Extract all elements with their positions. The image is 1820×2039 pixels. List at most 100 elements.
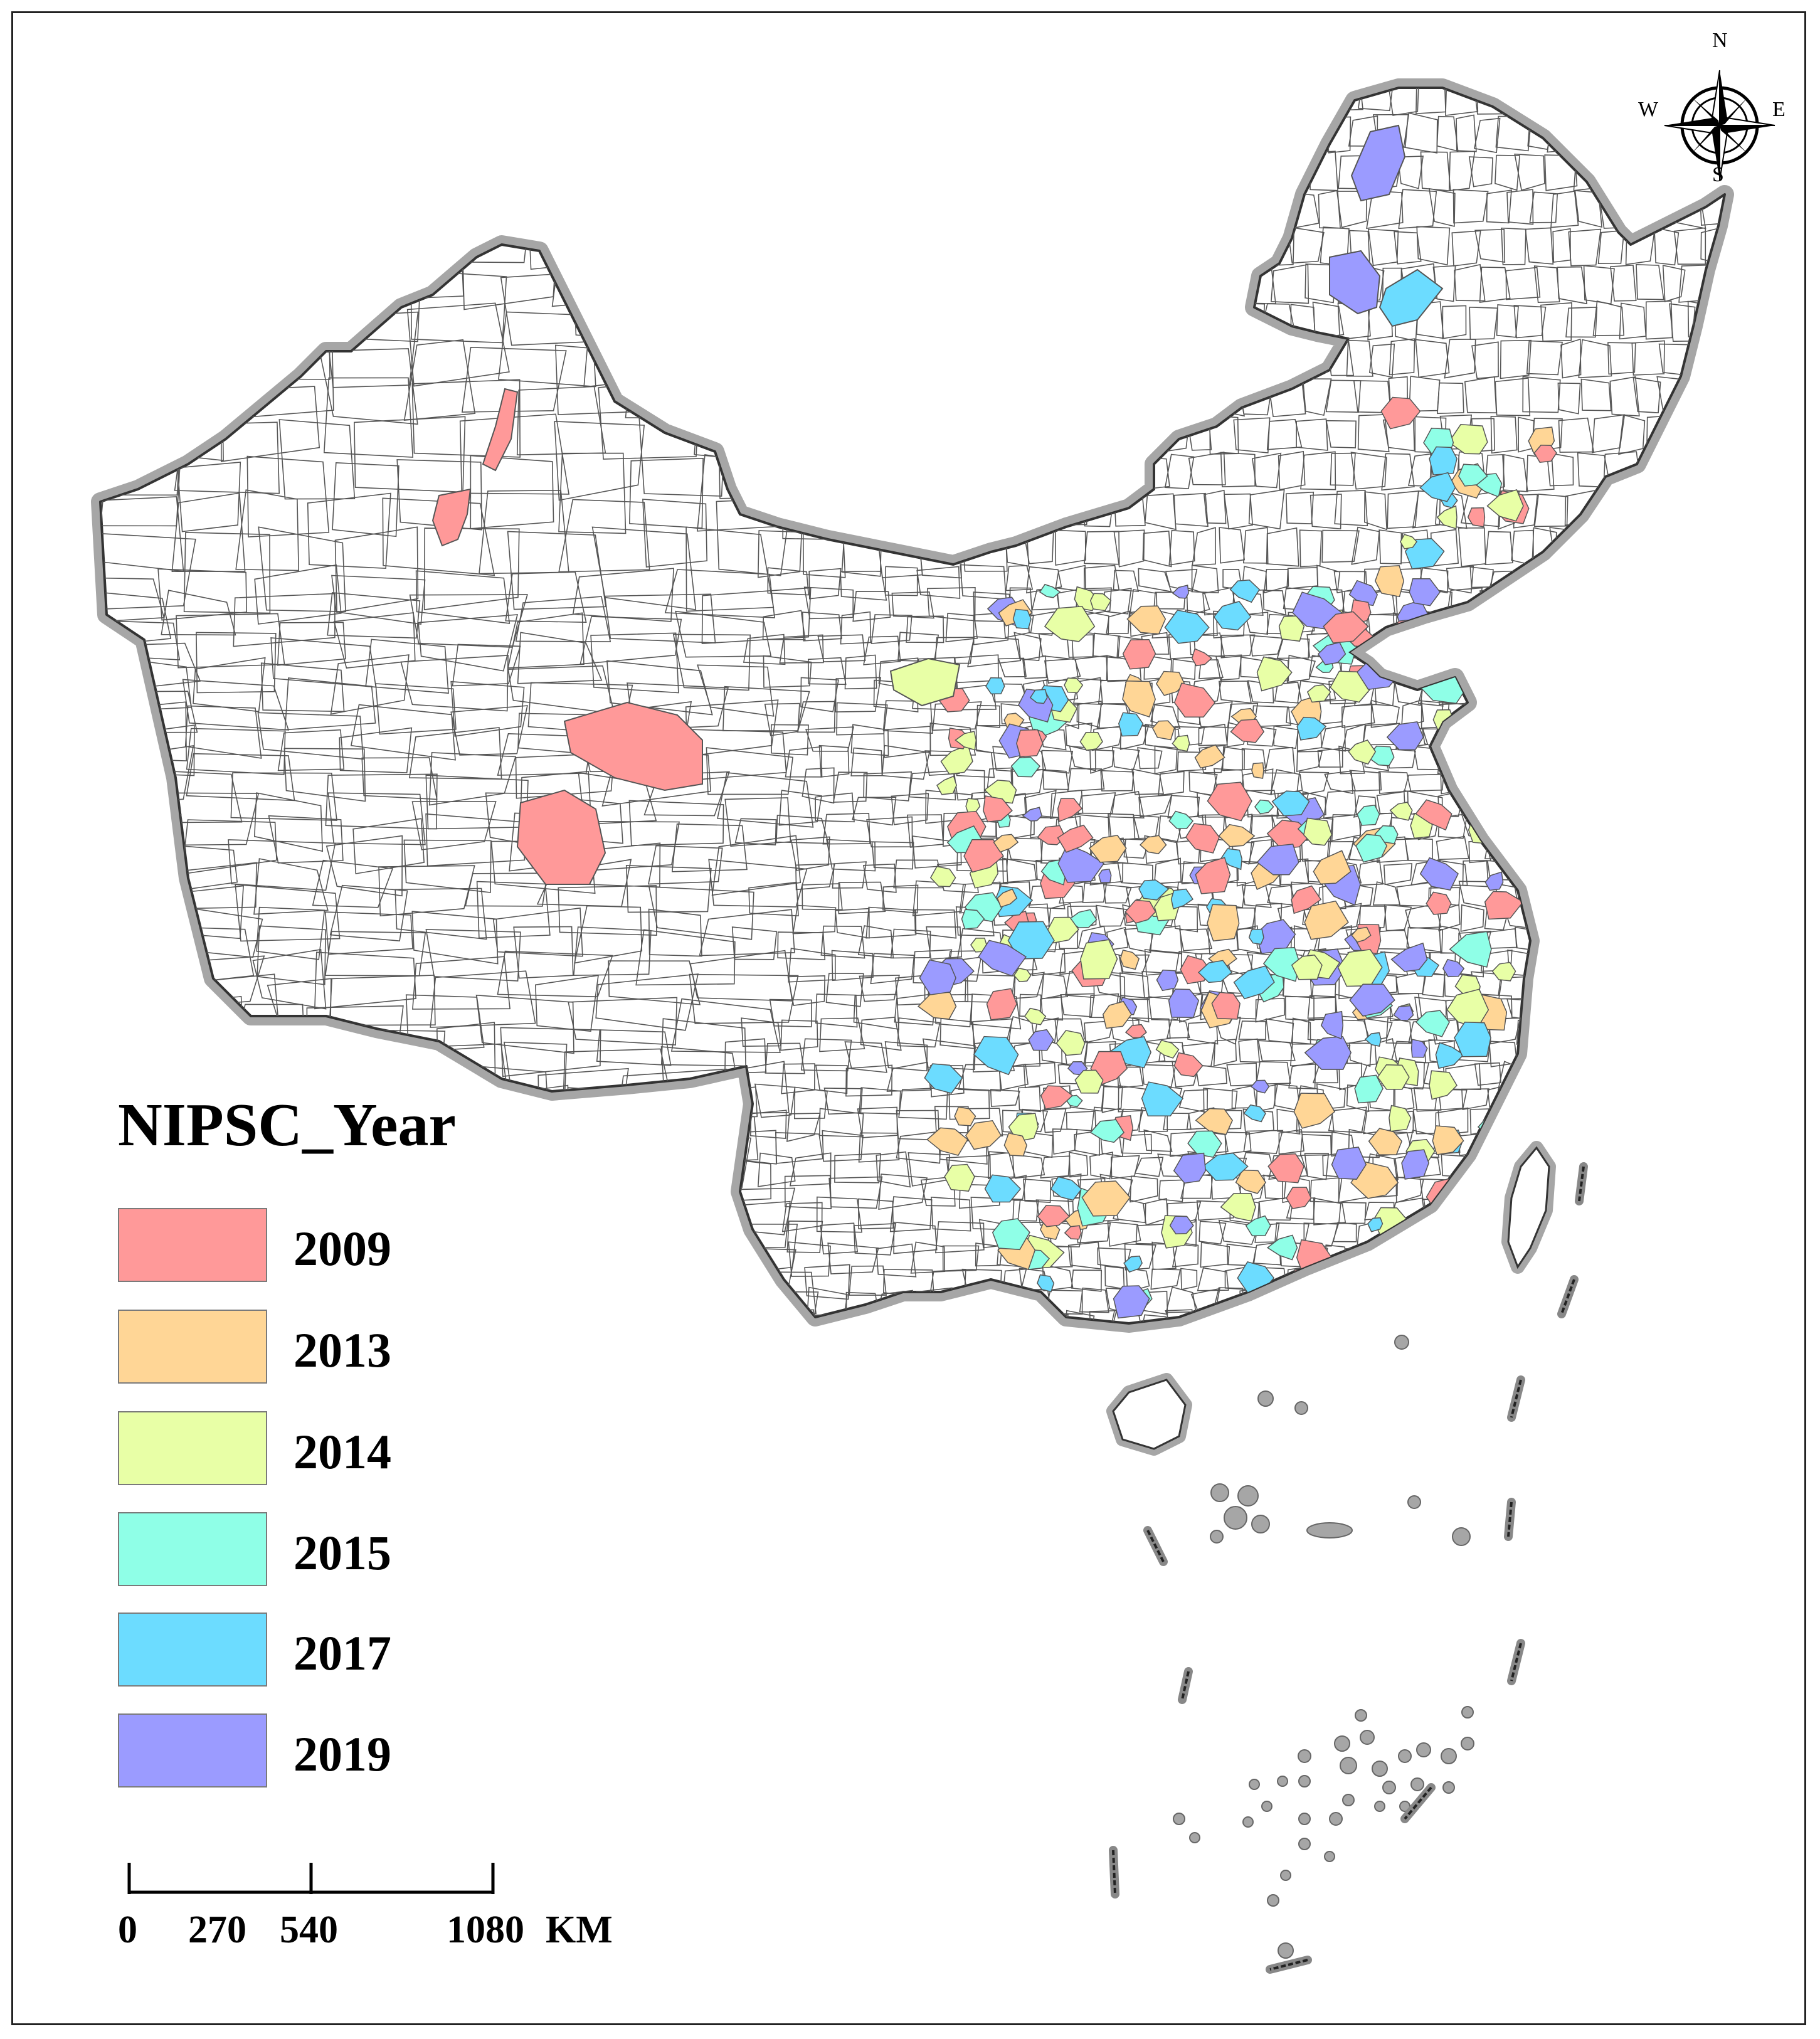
nipsc-county xyxy=(1173,682,1216,718)
nipsc-county xyxy=(1402,1247,1437,1276)
nipsc-county xyxy=(1088,834,1127,863)
nipsc-county xyxy=(1057,844,1105,883)
nipsc-county xyxy=(1496,1271,1516,1289)
nipsc-county xyxy=(1057,824,1094,853)
nipsc-county xyxy=(1037,1205,1071,1227)
legend-label: 2015 xyxy=(294,1525,391,1580)
nipsc-county xyxy=(1081,1180,1131,1217)
legend-swatch xyxy=(118,1310,267,1384)
nipsc-county xyxy=(1429,446,1458,475)
nipsc-county xyxy=(1313,850,1352,885)
scale-tick-label: 0 xyxy=(118,1909,137,1951)
nipsc-county xyxy=(1195,857,1231,894)
nipsc-county xyxy=(1348,739,1377,765)
nipsc-county xyxy=(1271,790,1310,817)
nipsc-county xyxy=(992,1218,1030,1251)
nipsc-county xyxy=(1156,969,1179,992)
legend-swatch xyxy=(118,1208,267,1282)
nipsc-county xyxy=(961,909,985,930)
nipsc-county xyxy=(1057,798,1083,822)
nipsc-county xyxy=(1055,1030,1086,1056)
legend-title: NIPSC_Year xyxy=(118,1091,456,1159)
nipsc-county xyxy=(1194,744,1225,769)
nipsc-county xyxy=(1401,1149,1429,1180)
nipsc-county xyxy=(1399,1246,1417,1263)
nipsc-county xyxy=(1426,891,1452,915)
compass-s-label: S xyxy=(1712,163,1724,186)
nipsc-county xyxy=(1379,649,1408,670)
nipsc-county xyxy=(1207,904,1240,942)
nipsc-county xyxy=(926,1127,968,1156)
nipsc-county xyxy=(1168,810,1194,829)
nipsc-county xyxy=(1409,578,1441,606)
nipsc-county xyxy=(929,866,956,887)
nipsc-county xyxy=(1243,1104,1266,1123)
nipsc-county xyxy=(1472,1201,1492,1219)
nipsc-county xyxy=(1421,1227,1452,1263)
nipsc-county xyxy=(1098,868,1112,883)
nipsc-county xyxy=(1286,1187,1312,1209)
map-frame xyxy=(11,11,1806,2025)
nipsc-county xyxy=(1420,1214,1456,1237)
nipsc-county xyxy=(1486,489,1524,522)
nipsc-county xyxy=(1123,1255,1143,1273)
nipsc-county xyxy=(1355,834,1388,863)
legend-swatch xyxy=(118,1512,267,1586)
scale-unit-label: KM xyxy=(546,1909,613,1951)
nipsc-county xyxy=(1436,505,1458,530)
nipsc-county xyxy=(1151,720,1175,741)
nipsc-county xyxy=(1064,1225,1082,1240)
nipsc-county xyxy=(1442,958,1465,978)
legend-item-2019: 2019 xyxy=(118,1713,469,1790)
nipsc-county xyxy=(1442,1242,1464,1264)
nipsc-county xyxy=(1187,1130,1222,1158)
nipsc-county xyxy=(1007,921,1055,960)
nipsc-county xyxy=(1013,967,1032,982)
compass-n-label: N xyxy=(1712,29,1728,52)
nipsc-county xyxy=(1419,472,1456,502)
region-2009-xinjiang-2 xyxy=(482,388,519,472)
nipsc-county xyxy=(1172,585,1189,599)
legend-label: 2013 xyxy=(294,1323,391,1377)
scale-tick-label: 1080 xyxy=(447,1909,524,1951)
legend-item-2014: 2014 xyxy=(118,1411,469,1488)
nipsc-county xyxy=(1267,1153,1304,1184)
nipsc-county xyxy=(1533,445,1557,463)
nipsc-county xyxy=(1349,983,1395,1017)
nipsc-county xyxy=(1124,899,1156,924)
nipsc-county xyxy=(1435,1042,1464,1069)
nine-dash-line-core xyxy=(1112,1166,1585,1971)
legend-item-2009: 2009 xyxy=(118,1208,469,1284)
scale-tick-label: 270 xyxy=(188,1909,246,1951)
nipsc-county xyxy=(1195,1108,1233,1135)
nipsc-county xyxy=(1304,1035,1352,1070)
nipsc-county xyxy=(1350,1161,1399,1199)
hainan xyxy=(1112,1379,1187,1450)
legend-swatch xyxy=(118,1713,267,1787)
nipsc-county xyxy=(1172,734,1190,752)
nipsc-county xyxy=(983,795,1013,823)
nipsc-county xyxy=(1040,1085,1074,1110)
nipsc-county xyxy=(1080,939,1118,980)
nipsc-county xyxy=(1454,1021,1491,1057)
nipsc-county xyxy=(1003,1132,1028,1157)
nipsc-county xyxy=(1389,802,1413,821)
nipsc-county xyxy=(1467,507,1486,527)
nipsc-county xyxy=(1233,965,1275,1000)
nipsc-county xyxy=(1306,684,1331,703)
nipsc-county xyxy=(1484,891,1524,920)
nipsc-county xyxy=(1458,463,1488,487)
nipsc-county xyxy=(1248,928,1264,945)
nipsc-county xyxy=(1010,756,1040,778)
taiwan xyxy=(1507,1146,1550,1269)
legend-swatch xyxy=(118,1411,267,1485)
nipsc-county xyxy=(1458,633,1479,658)
nipsc-county xyxy=(1251,762,1264,779)
nipsc-county xyxy=(1164,610,1210,644)
nipsc-county xyxy=(997,888,1018,908)
nipsc-county xyxy=(1302,1285,1341,1318)
nipsc-county xyxy=(1291,885,1322,914)
nipsc-county xyxy=(1207,781,1252,822)
legend-item-2013: 2013 xyxy=(118,1310,469,1386)
